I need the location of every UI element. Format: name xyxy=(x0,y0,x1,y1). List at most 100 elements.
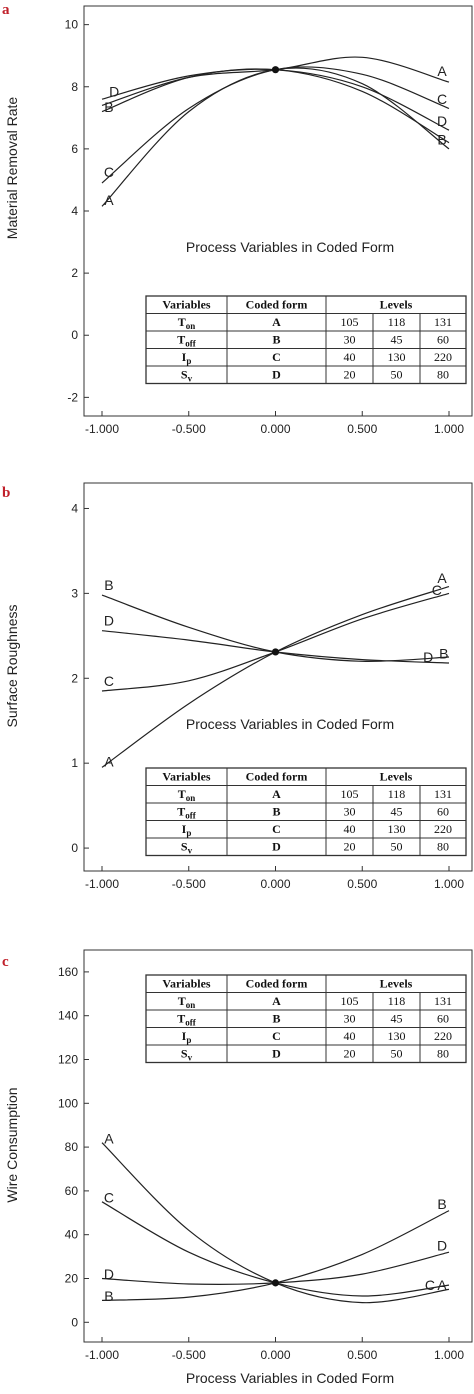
series-label-a: A xyxy=(437,63,447,79)
table-level-value: 20 xyxy=(344,1047,356,1061)
table-variable: Sv xyxy=(181,840,193,856)
table-coded-form: A xyxy=(272,994,281,1008)
y-tick-label: 6 xyxy=(71,142,78,156)
table-level-value: 45 xyxy=(391,1012,403,1026)
table-level-value: 220 xyxy=(434,822,452,836)
table-level-value: 220 xyxy=(434,350,452,364)
variables-table: Variables Coded form Levels Ton A 105 118 131 To… xyxy=(145,767,467,857)
table-variable: Ip xyxy=(182,1029,192,1045)
table-coded-form: D xyxy=(272,368,281,382)
table-variable: Ton xyxy=(178,315,196,331)
table-variable: Ip xyxy=(182,822,192,838)
table-level-value: 40 xyxy=(344,350,356,364)
table-level-value: 105 xyxy=(341,994,359,1008)
table-header-levels: Levels xyxy=(380,770,413,784)
table-level-value: 130 xyxy=(388,1029,406,1043)
table-frame xyxy=(145,974,467,1064)
series-line-a xyxy=(101,1142,450,1304)
y-tick-label: -2 xyxy=(67,390,78,404)
series-line-a xyxy=(101,586,450,768)
chart-panel-a: a -2 0 2 4 6 8 10 -1.000 -0.500 0.000 0.500 1.000 Pro… xyxy=(2,2,473,436)
series-label-b: B xyxy=(439,646,448,662)
table-variable: Sv xyxy=(181,368,193,384)
table-variable: Ip xyxy=(182,350,192,366)
table-header-coded-form: Coded form xyxy=(246,770,308,784)
x-tick-label: 0.000 xyxy=(260,1348,290,1362)
table-header-coded-form: Coded form xyxy=(246,977,308,991)
table-variable: Ton xyxy=(178,787,196,803)
series-label-d: D xyxy=(437,1238,447,1254)
table-header-levels: Levels xyxy=(380,298,413,312)
table-level-value: 60 xyxy=(437,805,449,819)
series-label-a: A xyxy=(437,570,447,586)
table-level-value: 105 xyxy=(341,787,359,801)
table-level-value: 60 xyxy=(437,1012,449,1026)
series-label-c: C xyxy=(432,582,442,598)
table-header-coded-form: Coded form xyxy=(246,298,308,312)
series-label-b: B xyxy=(437,132,446,148)
y-axis-label: Surface Roughness xyxy=(4,605,20,728)
table-level-value: 30 xyxy=(344,333,356,347)
table-variable: Toff xyxy=(177,805,197,821)
table-level-value: 80 xyxy=(437,368,449,382)
table-variable: Sv xyxy=(181,1047,193,1063)
y-tick-label: 120 xyxy=(58,1052,78,1066)
table-coded-form: A xyxy=(272,787,281,801)
table-level-value: 40 xyxy=(344,822,356,836)
table-level-value: 20 xyxy=(344,840,356,854)
y-axis-label: Material Removal Rate xyxy=(4,97,20,240)
series-label-a: A xyxy=(104,192,114,208)
table-level-value: 131 xyxy=(434,315,452,329)
series-label-d: D xyxy=(104,1266,114,1282)
table-coded-form: C xyxy=(272,822,281,836)
table-level-value: 131 xyxy=(434,787,452,801)
x-tick-label: 0.500 xyxy=(347,1348,377,1362)
y-tick-label: 1 xyxy=(71,756,78,770)
series-line-c xyxy=(101,592,450,692)
table-header-variables: Variables xyxy=(162,770,211,784)
table-level-value: 30 xyxy=(344,805,356,819)
y-tick-label: 0 xyxy=(71,1315,78,1329)
y-tick-label: 4 xyxy=(71,501,78,515)
y-tick-label: 20 xyxy=(65,1271,79,1285)
panel-label: c xyxy=(2,954,9,970)
series-label-c: C xyxy=(425,1277,435,1293)
x-tick-label: 1.000 xyxy=(434,877,464,891)
table-frame xyxy=(145,295,467,385)
table-coded-form: B xyxy=(272,1012,280,1026)
table-level-value: 131 xyxy=(434,994,452,1008)
table-level-value: 220 xyxy=(434,1029,452,1043)
y-tick-label: 3 xyxy=(71,586,78,600)
table-level-value: 45 xyxy=(391,805,403,819)
table-coded-form: B xyxy=(272,333,280,347)
series-label-b: B xyxy=(437,1196,446,1212)
x-tick-label: 1.000 xyxy=(434,422,464,436)
y-axis-label: Wire Consumption xyxy=(4,1087,20,1202)
table-level-value: 118 xyxy=(388,994,406,1008)
y-tick-label: 40 xyxy=(65,1228,79,1242)
table-level-value: 20 xyxy=(344,368,356,382)
series-label-c: C xyxy=(104,673,114,689)
plot-frame xyxy=(83,949,473,1343)
series-label-d: D xyxy=(423,649,433,665)
y-tick-label: 8 xyxy=(71,80,78,94)
series-line-b xyxy=(101,1210,450,1301)
series-label-b: B xyxy=(104,577,113,593)
table-level-value: 105 xyxy=(341,315,359,329)
y-tick-label: 2 xyxy=(71,266,78,280)
chart-panel-b: b 0 1 2 3 4 -1.000 -0.500 0.000 0.500 1.000 Process… xyxy=(2,482,473,891)
x-tick-label: -0.500 xyxy=(172,877,206,891)
table-level-value: 60 xyxy=(437,333,449,347)
y-tick-label: 160 xyxy=(58,965,78,979)
table-level-value: 80 xyxy=(437,840,449,854)
table-variable: Toff xyxy=(177,333,197,349)
table-level-value: 40 xyxy=(344,1029,356,1043)
x-tick-label: -1.000 xyxy=(85,1348,119,1362)
variables-table: Variables Coded form Levels Ton A 105 118 131 To… xyxy=(145,974,467,1064)
x-axis-label: Process Variables in Coded Form xyxy=(186,716,394,732)
chart-panel-c: c 0 20 40 60 80 100 120 140 160 -1.000 -0.500 0.000 0… xyxy=(2,949,473,1386)
series-line-a xyxy=(101,56,450,106)
table-frame xyxy=(145,767,467,857)
table-level-value: 118 xyxy=(388,315,406,329)
table-coded-form: B xyxy=(272,805,280,819)
